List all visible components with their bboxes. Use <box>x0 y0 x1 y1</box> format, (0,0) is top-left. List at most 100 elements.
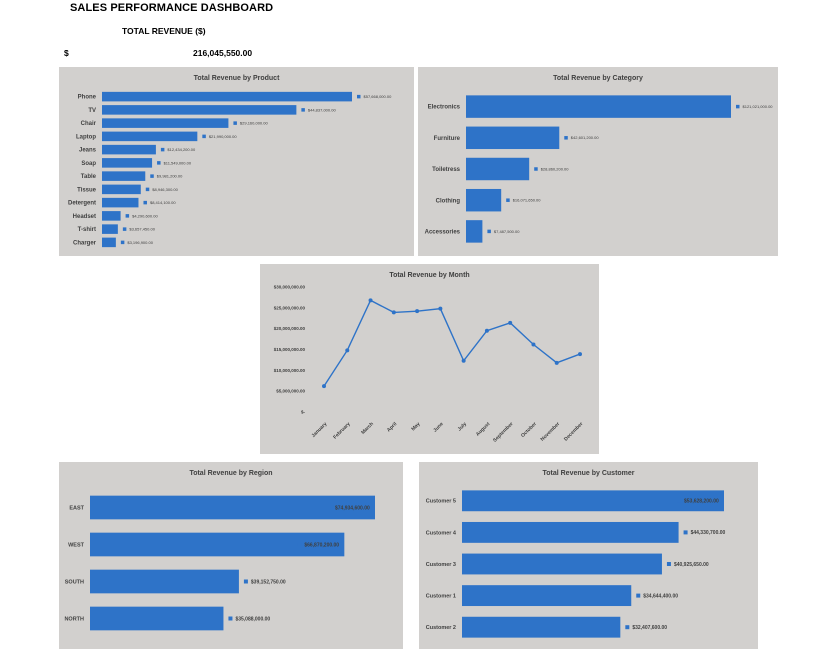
point-february <box>345 348 350 353</box>
point-march <box>368 298 373 303</box>
data-label-north: $35,088,000.00 <box>235 616 270 622</box>
y-tick-label: $30,000,000.00 <box>274 285 306 290</box>
legend-key-tv <box>301 108 305 112</box>
legend-key-soap <box>157 161 161 165</box>
total-revenue-label: TOTAL REVENUE ($) <box>122 26 206 36</box>
data-label-customer-4: $44,330,700.00 <box>691 530 726 536</box>
bar-tv <box>102 105 297 115</box>
x-tick-label-december: December <box>563 421 584 442</box>
bar-west <box>90 532 345 557</box>
bar-south <box>90 569 239 594</box>
dashboard-title: SALES PERFORMANCE DASHBOARD <box>70 2 274 14</box>
category-label-customer-1: Customer 1 <box>426 594 456 600</box>
category-label-customer-5: Customer 5 <box>426 499 456 505</box>
data-label-west: $66,870,200.00 <box>304 542 339 548</box>
data-label-soap: $11,549,000.00 <box>164 160 192 165</box>
legend-key-customer-2 <box>625 625 630 630</box>
y-tick-label: $25,000,000.00 <box>274 305 306 310</box>
category-label-south: SOUTH <box>65 579 84 585</box>
category-label-customer-3: Customer 3 <box>426 562 456 568</box>
legend-key-phone <box>357 94 361 99</box>
bar-charger <box>102 237 116 248</box>
legend-key-west <box>297 542 302 547</box>
data-label-table: $9,981,200.00 <box>157 174 183 179</box>
legend-key-east <box>328 505 332 510</box>
legend-key-jeans <box>160 147 165 152</box>
legend-key-customer-5 <box>677 498 681 503</box>
customer-revenue-chart: Total Revenue by Customer Customer 5 $53,… <box>419 462 758 649</box>
legend-key-customer-4 <box>683 530 688 535</box>
x-tick-label-february: February <box>332 421 352 441</box>
data-label-clothing: $16,071,650.00 <box>513 198 542 203</box>
month-chart-svg: $30,000,000.00 $25,000,000.00 $20,000,000.… <box>274 285 585 444</box>
data-label-customer-1: $34,644,400.00 <box>643 593 678 599</box>
y-tick-label: $5,000,000.00 <box>276 389 305 394</box>
bar-toiletress <box>466 157 530 181</box>
legend-key-t-shirt <box>122 227 127 231</box>
region-revenue-chart: Total Revenue by Region EAST $74,934,600.… <box>59 462 403 649</box>
category-label-tissue: Tissue <box>77 187 97 193</box>
x-tick-label-may: May <box>410 421 421 432</box>
legend-key-table <box>150 174 154 178</box>
data-label-south: $39,152,750.00 <box>251 579 286 585</box>
bar-furniture <box>466 126 560 150</box>
point-october <box>531 342 536 347</box>
category-label-table: Table <box>81 174 97 180</box>
point-july <box>461 358 466 363</box>
data-label-customer-5: $53,628,200.00 <box>684 499 719 505</box>
customer-chart-svg: Customer 5 $53,628,200.00 Customer 4 $44,33… <box>426 490 726 638</box>
x-tick-label-june: June <box>432 421 445 434</box>
data-label-charger: $3,196,900.00 <box>127 240 153 245</box>
point-may <box>415 309 420 314</box>
category-label-laptop: Laptop <box>76 134 96 140</box>
chart-title: Total Revenue by Product <box>193 75 280 82</box>
legend-key-accessories <box>487 229 491 234</box>
data-label-furniture: $42,601,200.00 <box>571 135 600 140</box>
x-tick-label-july: July <box>457 421 468 432</box>
data-label-tissue: $8,946,300.00 <box>152 187 178 192</box>
bar-headset <box>102 211 121 221</box>
legend-key-clothing <box>506 198 510 202</box>
chart-title: Total Revenue by Month <box>389 272 470 279</box>
category-chart-svg: Electronics $121,021,000.00 Furniture $42,6… <box>425 95 773 243</box>
category-label-accessories: Accessories <box>425 230 461 236</box>
bar-customer-5 <box>462 490 724 512</box>
legend-key-laptop <box>202 134 206 139</box>
point-june <box>438 306 443 311</box>
category-label-tv: TV <box>88 108 96 114</box>
category-label-customer-2: Customer 2 <box>426 625 456 631</box>
data-label-chair: $29,160,000.00 <box>240 121 269 126</box>
bar-clothing <box>466 188 502 212</box>
legend-key-furniture <box>564 136 568 140</box>
bar-detergent <box>102 197 139 208</box>
data-label-accessories: $7,487,500.00 <box>494 229 520 234</box>
point-november <box>554 360 559 365</box>
bar-customer-2 <box>462 616 621 638</box>
data-label-customer-3: $40,925,650.00 <box>674 562 709 568</box>
point-december <box>578 352 582 357</box>
region-chart-svg: EAST $74,934,600.00 WEST $66,870,200.00 SOUT… <box>64 495 375 631</box>
x-tick-label-november: November <box>540 421 562 443</box>
bar-jeans <box>102 144 156 155</box>
category-label-east: EAST <box>69 505 84 511</box>
x-tick-label-september: September <box>492 421 515 444</box>
point-april <box>391 310 396 315</box>
total-revenue-currency: $ <box>64 48 69 58</box>
legend-key-charger <box>120 240 125 245</box>
bar-customer-1 <box>462 585 632 607</box>
point-september <box>508 320 513 325</box>
legend-key-detergent <box>143 200 147 205</box>
x-tick-label-april: April <box>386 421 399 434</box>
bar-customer-4 <box>462 521 679 543</box>
point-january <box>322 384 326 389</box>
bar-soap <box>102 158 153 168</box>
category-revenue-chart: Total Revenue by Category Electronics $12… <box>418 67 778 256</box>
y-tick-label: $- <box>301 410 306 415</box>
chart-title: Total Revenue by Category <box>553 75 643 82</box>
revenue-line <box>323 299 581 387</box>
chart-title: Total Revenue by Region <box>189 470 273 477</box>
data-label-customer-2: $32,407,600.00 <box>632 625 667 631</box>
legend-key-south <box>243 579 248 584</box>
category-label-north: NORTH <box>64 616 84 622</box>
product-revenue-chart: Total Revenue by Product Phone $57,668,00… <box>59 67 414 256</box>
